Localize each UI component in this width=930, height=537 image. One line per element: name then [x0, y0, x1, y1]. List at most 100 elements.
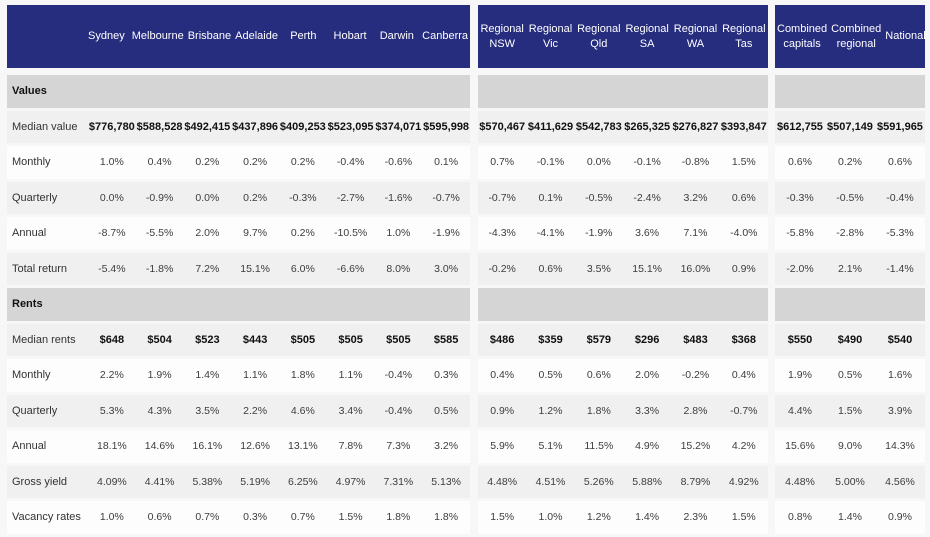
cell: 3.5% — [586, 262, 611, 275]
cell: 0.4% — [731, 369, 756, 382]
column-header: National — [885, 30, 926, 43]
cell: 0.6% — [586, 369, 611, 382]
table-row: 1.9% 0.5% 1.6% — [775, 359, 925, 392]
cell: 0.8% — [788, 511, 812, 524]
cell: $776,780 — [88, 120, 135, 133]
cell: $542,783 — [575, 120, 622, 133]
cell: 0.2% — [195, 156, 220, 169]
cell: 5.26% — [583, 475, 614, 488]
cell: 0.2% — [243, 191, 268, 204]
cell: 4.9% — [635, 440, 660, 453]
cell: 0.5% — [838, 369, 862, 382]
column-header: Regional Tas — [722, 23, 766, 50]
cell: 0.4% — [147, 156, 172, 169]
table-row: 1.5% 1.0% 1.2% 1.4% 2.3% 1.5% — [478, 501, 768, 534]
cell: 4.97% — [335, 475, 366, 488]
cell: 1.4% — [838, 511, 862, 524]
cell: $505 — [338, 333, 363, 346]
cell: 5.9% — [490, 440, 515, 453]
cell: 0.2% — [290, 227, 315, 240]
cell: 1.5% — [731, 511, 756, 524]
table-row: Vacancy rates 1.0% 0.6% 0.7% 0.3% 0.7% 1.5% 1.8… — [7, 501, 470, 534]
table-row: Monthly 2.2% 1.9% 1.4% 1.1% 1.8% 1.1% -0.4% 0.3% — [7, 359, 470, 392]
cell: 1.9% — [788, 369, 812, 382]
table-row: Annual -8.7% -5.5% 2.0% 9.7% 0.2% -10.5% 1.0% -1… — [7, 217, 470, 250]
table-row: Total return -5.4% -1.8% 7.2% 15.1% 6.0% -6.6%… — [7, 252, 470, 285]
table-row: Gross yield 4.09% 4.41% 5.38% 5.19% 6.25% 4.97… — [7, 465, 470, 498]
cell: -0.4% — [886, 191, 914, 204]
cell: 0.1% — [434, 156, 459, 169]
row-label: Quarterly — [12, 191, 58, 204]
cell: -0.4% — [384, 369, 413, 382]
row-label: Annual — [12, 227, 47, 240]
cell: 1.8% — [434, 511, 459, 524]
cell: 4.6% — [290, 404, 315, 417]
cell: -10.5% — [333, 227, 368, 240]
cell: $595,998 — [423, 120, 470, 133]
cell: 1.0% — [99, 156, 124, 169]
cell: 1.5% — [490, 511, 515, 524]
cell: 3.5% — [195, 404, 220, 417]
cell: -1.8% — [145, 262, 174, 275]
cell: 0.0% — [586, 156, 611, 169]
column-header: Hobart — [333, 30, 367, 43]
cell: -0.2% — [488, 262, 516, 275]
group-combined: Combined capitals Combined regional Nation… — [775, 5, 926, 537]
table-row: 15.6% 9.0% 14.3% — [775, 430, 925, 463]
cell: 1.8% — [586, 404, 611, 417]
cell: -1.9% — [432, 227, 460, 240]
cell: 5.38% — [192, 475, 223, 488]
cell: 1.5% — [838, 404, 862, 417]
column-header: Canberra — [422, 30, 469, 43]
cell: $591,965 — [877, 120, 923, 133]
cell: 0.2% — [243, 156, 268, 169]
cell: 3.2% — [683, 191, 708, 204]
cell: $296 — [634, 333, 660, 346]
cell: -0.5% — [836, 191, 864, 204]
table-row: -0.2% 0.6% 3.5% 15.1% 16.0% 0.9% — [478, 252, 768, 285]
cell: 1.0% — [538, 511, 563, 524]
cell: -4.0% — [730, 227, 758, 240]
cell: 9.0% — [838, 440, 862, 453]
cell: -0.3% — [289, 191, 317, 204]
table-row: Median value $776,780 $588,528 $492,415 $437… — [7, 110, 470, 143]
column-header: Regional SA — [625, 23, 669, 50]
group-capital-cities: Sydney Melbourne Brisbane Adelaide Perth Hoba… — [7, 5, 470, 537]
cell: $409,253 — [279, 120, 326, 133]
cell: 13.1% — [287, 440, 318, 453]
table-row: -5.8% -2.8% -5.3% — [775, 217, 925, 250]
cell: -1.4% — [886, 262, 914, 275]
section-band — [775, 288, 925, 321]
cell: 14.3% — [885, 440, 915, 453]
cell: 15.1% — [632, 262, 663, 275]
table-row: 4.4% 1.5% 3.9% — [775, 394, 925, 427]
cell: $276,827 — [672, 120, 719, 133]
table-header-regional: Regional NSW Regional Vic Regional Qld Regi… — [478, 5, 768, 68]
cell: -0.2% — [681, 369, 710, 382]
row-label: Median value — [12, 120, 78, 133]
section-band — [775, 75, 925, 108]
cell: 2.0% — [635, 369, 660, 382]
cell: 0.0% — [195, 191, 220, 204]
cell: $437,896 — [232, 120, 279, 133]
cell: -5.8% — [786, 227, 814, 240]
cell: 0.6% — [731, 191, 756, 204]
table-row: $612,755 $507,149 $591,965 — [775, 110, 925, 143]
table-header-capital-cities: Sydney Melbourne Brisbane Adelaide Perth Hoba… — [7, 5, 470, 68]
cell: 7.8% — [338, 440, 363, 453]
cell: 2.2% — [243, 404, 268, 417]
table-row: -2.0% 2.1% -1.4% — [775, 252, 925, 285]
cell: 0.5% — [538, 369, 563, 382]
cell: $523 — [195, 333, 220, 346]
cell: 0.2% — [290, 156, 315, 169]
table-row: Annual 18.1% 14.6% 16.1% 12.6% 13.1% 7.8% 7.3% 3… — [7, 430, 470, 463]
cell: 2.0% — [195, 227, 220, 240]
cell: -5.3% — [886, 227, 914, 240]
cell: 5.19% — [240, 475, 271, 488]
cell: $540 — [887, 333, 913, 346]
cell: 0.7% — [490, 156, 515, 169]
cell: 1.6% — [888, 369, 912, 382]
cell: 7.31% — [383, 475, 414, 488]
cell: 1.2% — [586, 511, 611, 524]
cell: -6.6% — [336, 262, 365, 275]
